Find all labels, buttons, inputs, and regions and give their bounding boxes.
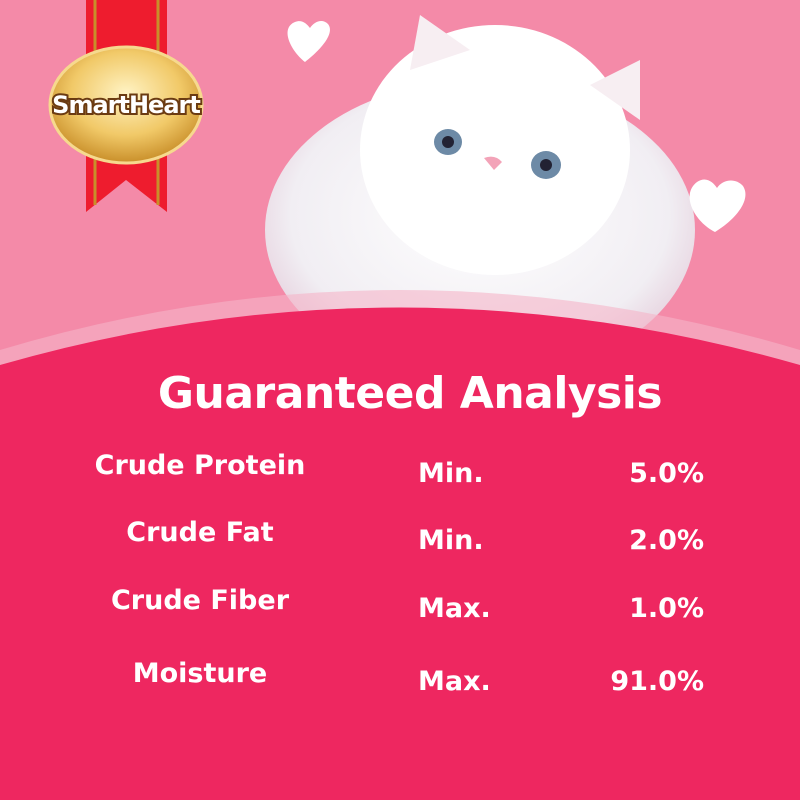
qualifier: Max. bbox=[418, 666, 491, 697]
smartheart-logo: SmartHeart bbox=[48, 45, 204, 165]
qualifier: Max. bbox=[418, 593, 491, 624]
nutrient-label: Crude Fat bbox=[126, 517, 274, 548]
logo-text: SmartHeart bbox=[52, 91, 200, 119]
page-title: Guaranteed Analysis bbox=[157, 368, 663, 419]
analysis-row: Crude Fat Min. 2.0% bbox=[0, 517, 800, 557]
heart-icon bbox=[689, 179, 746, 232]
heart-icon bbox=[287, 21, 330, 62]
value: 2.0% bbox=[629, 525, 704, 556]
nutrient-label: Moisture bbox=[132, 658, 268, 689]
qualifier: Min. bbox=[418, 525, 484, 556]
nutrient-label: Crude Protein bbox=[94, 450, 306, 481]
value: 5.0% bbox=[629, 458, 704, 489]
value: 91.0% bbox=[610, 666, 704, 697]
value: 1.0% bbox=[629, 593, 704, 624]
analysis-row: Crude Fiber Max. 1.0% bbox=[0, 585, 800, 625]
analysis-row: Crude Protein Min. 5.0% bbox=[0, 450, 800, 490]
nutrient-label: Crude Fiber bbox=[110, 585, 290, 616]
analysis-row: Moisture Max. 91.0% bbox=[0, 658, 800, 698]
qualifier: Min. bbox=[418, 458, 484, 489]
